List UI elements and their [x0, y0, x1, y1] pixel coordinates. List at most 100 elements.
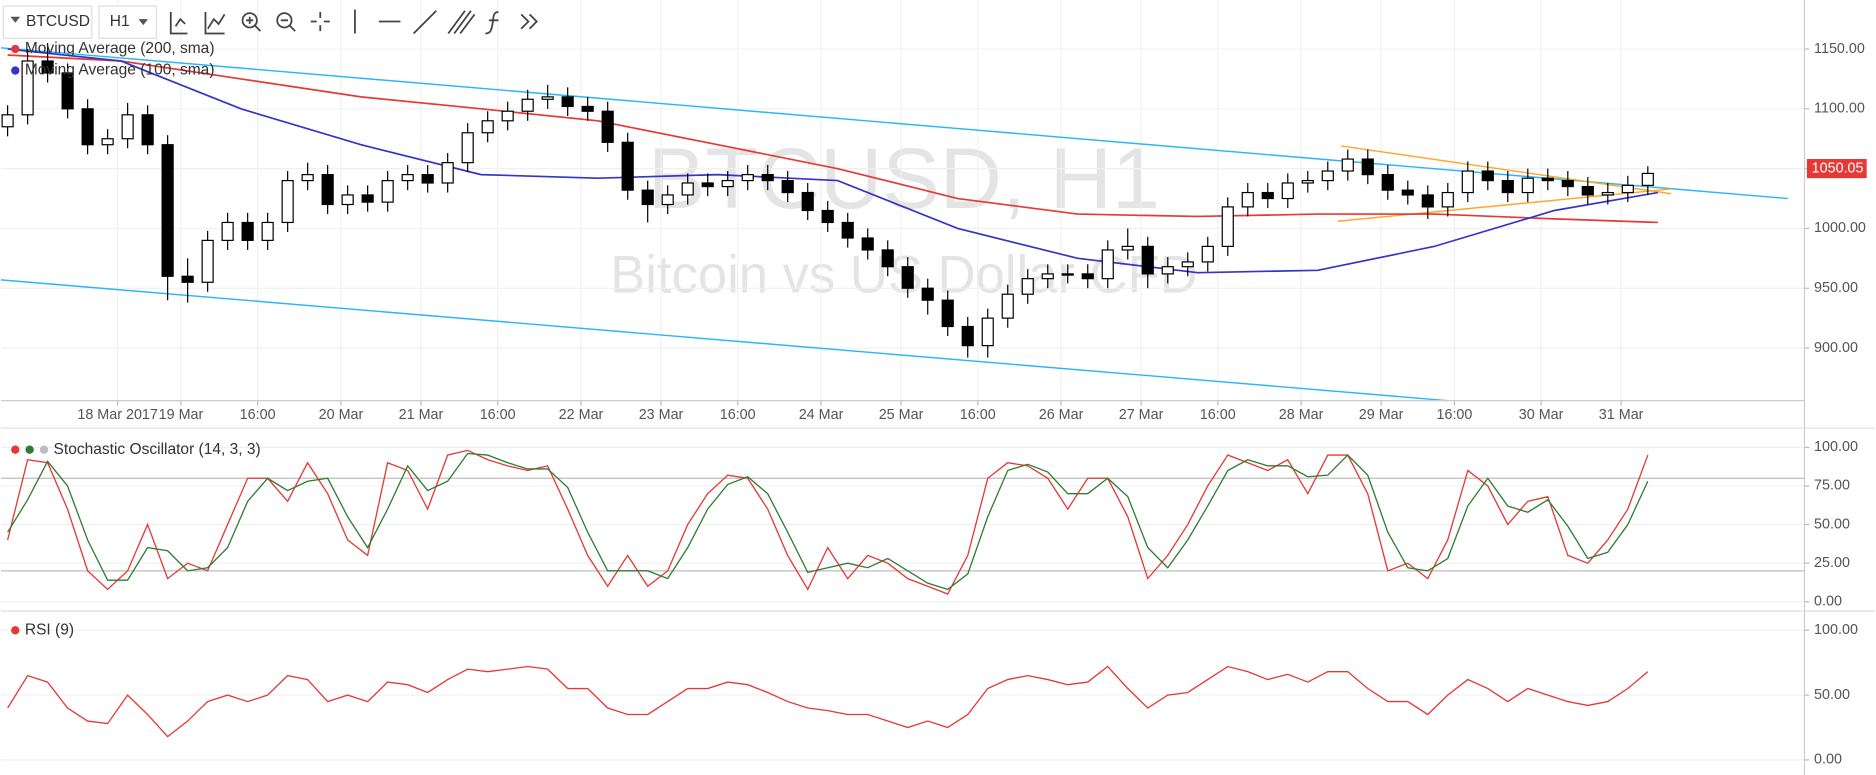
- x-tick-label: 23 Mar: [639, 407, 684, 423]
- x-tick-label: 27 Mar: [1119, 407, 1164, 423]
- icon: [10, 16, 21, 23]
- candle-body: [501, 110, 514, 122]
- candle-body: [481, 120, 494, 134]
- candle-body: [381, 179, 394, 203]
- candle-body: [1141, 245, 1154, 275]
- y-tick-label: 1150.00: [1814, 41, 1865, 57]
- last-price-box: [1806, 159, 1867, 179]
- function-button[interactable]: [485, 11, 499, 35]
- chart-style-button[interactable]: [169, 11, 188, 35]
- last-price-label: 1050.05: [1812, 160, 1864, 176]
- pane-title: RSI (9): [25, 621, 74, 638]
- candle-body: [81, 108, 94, 146]
- candle-body: [1061, 273, 1074, 276]
- candle-body: [21, 60, 34, 116]
- symbol-button[interactable]: [2, 5, 93, 39]
- candle-body: [1461, 170, 1474, 194]
- candle-body: [1601, 191, 1614, 196]
- x-tick-label: 16:00: [1436, 407, 1472, 423]
- candle-body: [281, 179, 294, 224]
- symbol[interactable]: BTCUSD: [26, 13, 90, 30]
- legend-dot: [11, 66, 20, 75]
- y-tick-label: 100.00: [1814, 439, 1858, 455]
- x-tick-label: 16:00: [480, 407, 516, 423]
- candle-body: [981, 317, 994, 347]
- x-tick-label: 16:00: [240, 407, 276, 423]
- candle-body: [1321, 170, 1334, 182]
- toolbar: BTCUSD H1: [2, 5, 539, 39]
- y-tick-label: 100.00: [1814, 622, 1858, 638]
- more-button[interactable]: [520, 13, 539, 30]
- candle-body: [301, 174, 314, 182]
- icon: [138, 19, 149, 26]
- trend-line: [1340, 145, 1672, 195]
- x-tick-label: 29 Mar: [1359, 407, 1404, 423]
- candle-body: [1541, 177, 1554, 182]
- candle-body: [801, 191, 814, 212]
- candle-body: [681, 182, 694, 196]
- candle-body: [221, 221, 234, 241]
- candle-body: [101, 138, 114, 146]
- candle-body: [521, 98, 534, 112]
- candle-body: [861, 237, 874, 251]
- moving-average: [7, 54, 1658, 224]
- interval-button[interactable]: [98, 5, 158, 39]
- legend-dot: [25, 445, 34, 454]
- candle-body: [1641, 172, 1654, 186]
- candle-body: [1401, 189, 1414, 196]
- y-tick-label: 900.00: [1814, 340, 1858, 356]
- candle-body: [361, 194, 374, 203]
- candle-body: [741, 174, 754, 182]
- candle-body: [1241, 191, 1254, 208]
- candle-body: [701, 182, 714, 188]
- candle-body: [1621, 184, 1634, 194]
- candle-body: [401, 174, 414, 182]
- x-tick-label: 24 Mar: [799, 407, 844, 423]
- candle-body: [1121, 245, 1134, 251]
- candle-body: [1081, 273, 1094, 280]
- x-tick-label: 31 Mar: [1599, 407, 1644, 423]
- x-tick-label: 18 Mar 2017: [77, 407, 158, 423]
- candle-body: [601, 110, 614, 143]
- candle-body: [961, 325, 974, 347]
- indicator-line: [7, 452, 1649, 591]
- candle-body: [1181, 261, 1194, 268]
- candle-body: [421, 174, 434, 184]
- candle-body: [1581, 185, 1594, 196]
- trend-line-button[interactable]: [412, 10, 437, 35]
- candle-body: [781, 179, 794, 194]
- x-tick-label: 16:00: [1200, 407, 1236, 423]
- legend-dot: [11, 445, 20, 454]
- indicator-line: [7, 449, 1649, 595]
- zoom-in-button[interactable]: [241, 12, 258, 29]
- candle-body: [1021, 278, 1034, 295]
- y-tick-label: 50.00: [1814, 687, 1850, 703]
- candle-body: [461, 132, 474, 164]
- candle-body: [721, 179, 734, 188]
- candle-body: [1101, 249, 1114, 280]
- zoom-out-button[interactable]: [276, 12, 293, 29]
- crosshair-button[interactable]: [310, 11, 330, 32]
- indicators-button[interactable]: [204, 11, 226, 35]
- fib-button[interactable]: [447, 10, 476, 35]
- candle-body: [1201, 245, 1214, 263]
- interval[interactable]: H1: [110, 13, 130, 30]
- candle-body: [581, 105, 594, 112]
- y-tick-label: 0.00: [1814, 594, 1842, 610]
- candle-body: [641, 189, 654, 206]
- candle-body: [1361, 158, 1374, 176]
- candle-body: [161, 144, 174, 277]
- y-tick-label: 75.00: [1814, 478, 1850, 494]
- x-tick-label: 16:00: [960, 407, 996, 423]
- candle-body: [1441, 191, 1454, 208]
- candle-body: [1501, 179, 1514, 194]
- candle-body: [341, 194, 354, 206]
- candle-body: [561, 96, 574, 108]
- candle-body: [1481, 170, 1494, 182]
- candle-body: [1001, 293, 1014, 319]
- candle-body: [901, 266, 914, 289]
- y-tick-label: 50.00: [1814, 516, 1850, 532]
- icon: [246, 16, 262, 32]
